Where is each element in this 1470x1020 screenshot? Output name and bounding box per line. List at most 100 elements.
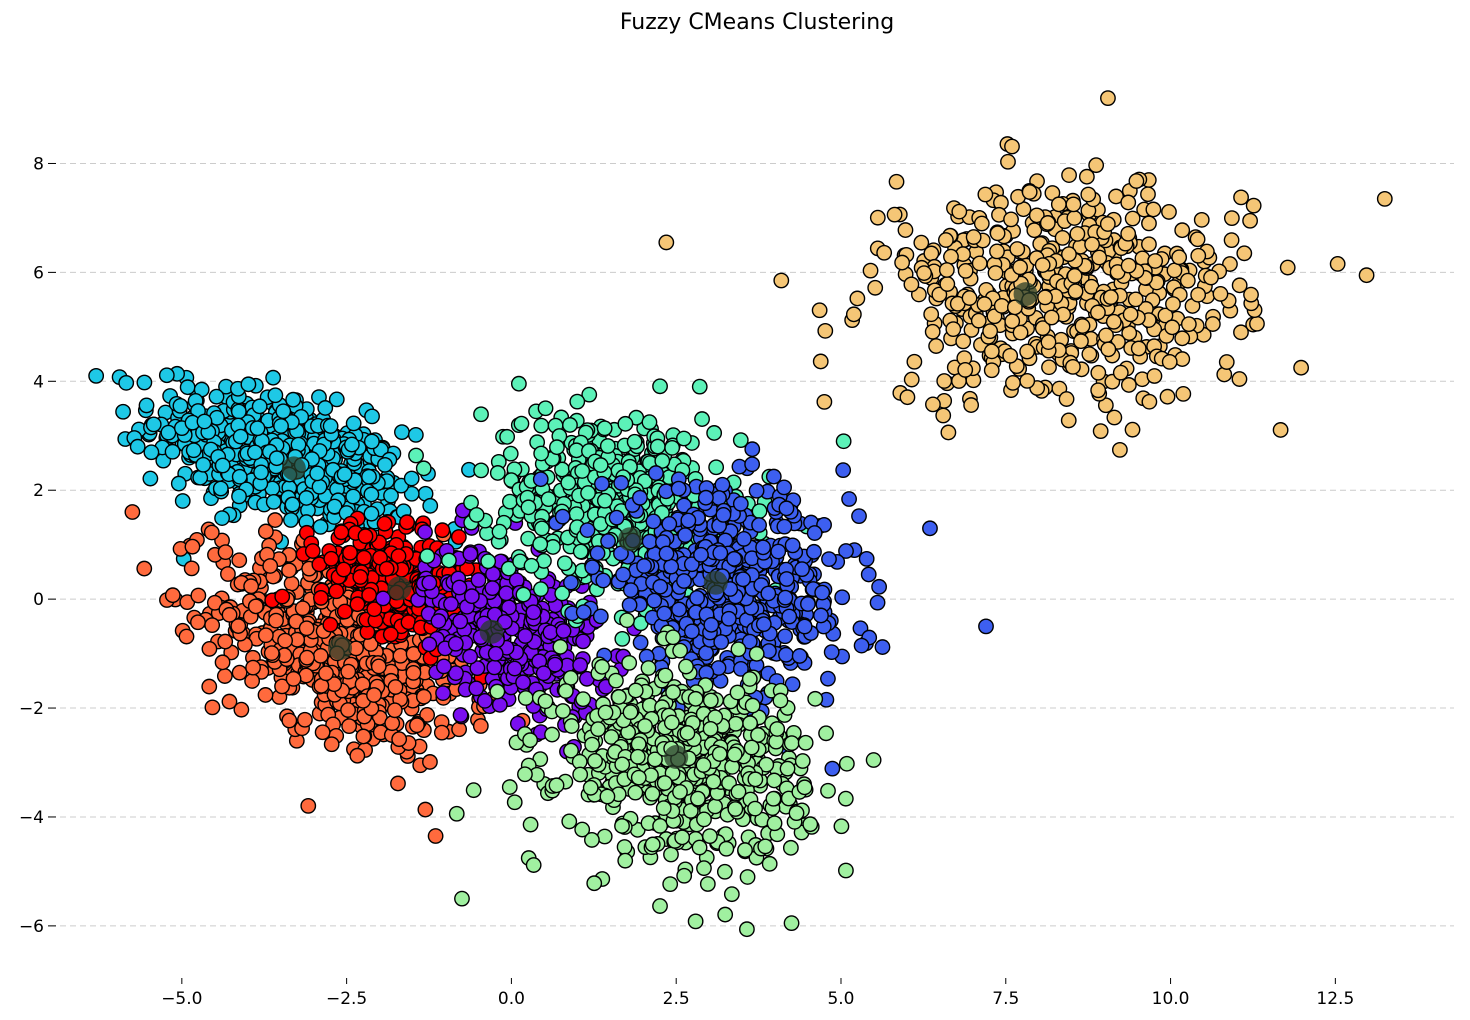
data-point [554,508,571,525]
data-point [1061,246,1077,263]
data-point [284,496,301,513]
data-point [977,186,994,203]
data-point [657,667,674,684]
data-point [888,173,905,190]
data-point [322,418,339,434]
data-point [757,838,774,855]
data-point [687,690,704,707]
data-point [1124,421,1141,438]
data-point [614,756,631,773]
data-point [377,456,393,473]
data-point [629,748,646,765]
data-point [415,460,432,477]
data-point [515,586,532,603]
data-point [476,692,493,709]
data-point [510,375,527,392]
data-point [454,890,470,907]
data-point [599,438,616,454]
data-point [465,782,482,799]
data-point [427,828,444,844]
data-point [312,647,329,664]
data-point [520,499,537,516]
data-point [587,753,603,769]
data-point [716,863,733,880]
data-point [376,515,393,532]
data-point [923,306,940,323]
data-point [1272,422,1289,438]
data-point [277,632,293,649]
data-point [345,488,362,505]
data-point [695,757,712,773]
data-point [333,524,350,541]
data-point [563,718,580,734]
data-point [1098,327,1114,344]
data-point [240,376,257,393]
data-point [1161,354,1178,370]
data-point [352,569,369,585]
data-point [1122,306,1139,323]
data-point [281,562,297,579]
data-point [693,546,709,563]
data-point [1012,324,1029,341]
data-point [247,598,264,615]
data-point [1243,286,1259,303]
data-point [632,489,648,506]
data-point [1004,138,1020,155]
data-point [869,209,886,226]
data-point [297,711,313,728]
data-point [922,520,938,537]
data-point [1105,313,1122,330]
data-point [755,616,772,633]
data-point [268,450,285,467]
data-point [555,703,571,719]
data-point [976,296,993,312]
data-point [903,276,920,293]
data-point [436,658,452,675]
data-point [743,739,760,756]
data-point [687,913,704,930]
data-point [195,456,212,473]
data-point [451,579,468,596]
data-point [987,265,1004,281]
data-point [776,518,793,535]
data-point [671,601,687,618]
data-point [617,852,634,869]
data-point [590,721,606,738]
data-point [1130,340,1147,357]
data-point [715,506,732,523]
data-point [586,875,603,892]
data-point [328,583,345,600]
data-point [1180,316,1197,333]
data-point [1005,374,1021,391]
data-point [462,648,479,665]
data-point [1021,184,1038,200]
data-point [683,623,700,640]
data-point [265,493,282,510]
cluster-centroid [1013,282,1038,307]
data-point [243,578,260,595]
data-point [349,747,366,764]
data-point [665,629,681,646]
data-point [517,628,534,644]
data-point [747,800,763,817]
data-point [118,374,135,391]
data-point [435,685,451,701]
data-point [283,575,300,592]
data-point [214,457,231,474]
data-point [1080,186,1097,203]
data-point [323,550,340,567]
data-point [470,572,487,588]
data-point [713,634,730,650]
data-point [355,728,372,745]
data-point [599,788,616,805]
data-point [679,725,696,741]
data-point [784,537,801,554]
data-point [723,886,740,903]
data-point [838,755,855,772]
data-point [640,660,657,676]
data-point [1041,359,1057,376]
data-point [430,613,447,629]
x-tick-label: −5.0 [161,989,202,1009]
data-point [702,720,719,737]
data-point [641,533,658,550]
